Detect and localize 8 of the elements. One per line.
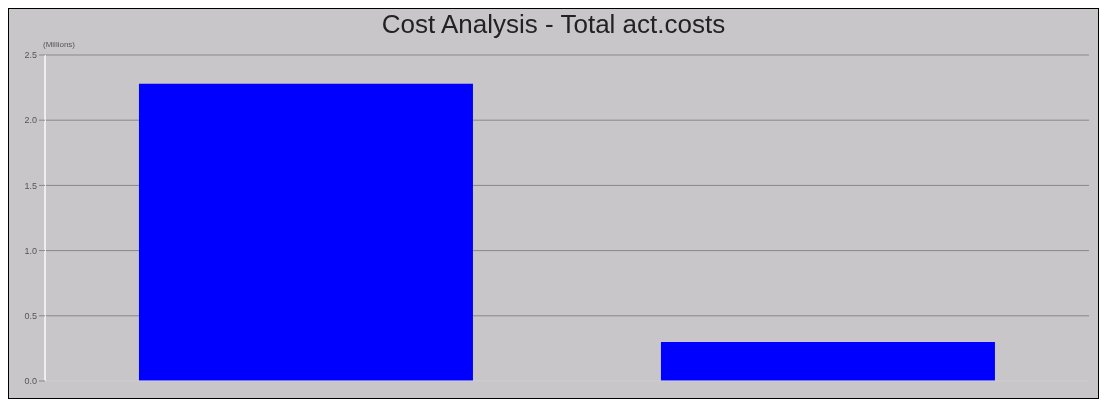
y-tick-label: 2.0 xyxy=(24,115,37,126)
y-tick-label: 0.0 xyxy=(24,376,37,387)
y-tick-label: 0.5 xyxy=(24,310,37,321)
y-tick-label: 2.5 xyxy=(24,50,37,61)
y-tick-label: 1.5 xyxy=(24,180,37,191)
y-tick-label: 1.0 xyxy=(24,245,37,256)
y-axis-title: (Millions) xyxy=(43,39,76,49)
chart-title: Cost Analysis - Total act.costs xyxy=(380,9,727,39)
